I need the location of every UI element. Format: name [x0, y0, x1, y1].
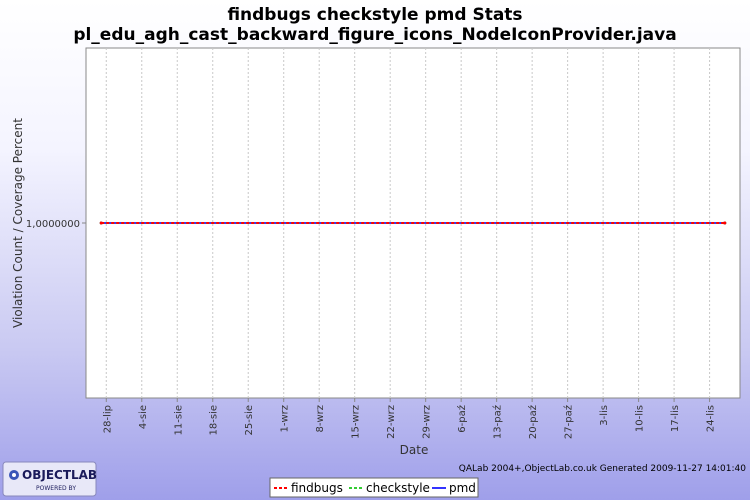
- x-tick-label: 13-paź: [492, 405, 504, 439]
- x-tick-label: 8-wrz: [315, 405, 326, 433]
- y-axis: 1,0000000: [26, 219, 86, 230]
- chart-subtitle: pl_edu_agh_cast_backward_figure_icons_No…: [73, 25, 676, 45]
- legend: findbugs checkstyle pmd: [269, 477, 479, 498]
- x-tick-label: 24-lis: [706, 405, 717, 432]
- x-tick-label: 11-sie: [173, 405, 184, 435]
- legend-label-checkstyle: checkstyle: [366, 481, 430, 495]
- x-tick-label: 25-sie: [244, 405, 255, 435]
- x-tick-label: 28-lip: [102, 405, 113, 433]
- x-tick-label: 10-lis: [635, 405, 646, 432]
- y-tick-label: 1,0000000: [26, 219, 80, 230]
- legend-box: [269, 477, 479, 498]
- x-tick-label: 15-wrz: [351, 405, 362, 439]
- x-axis-title: Date: [400, 443, 429, 457]
- x-tick-label: 20-paź: [527, 405, 539, 439]
- logo-tagline: POWERED BY: [36, 485, 76, 492]
- chart-title: findbugs checkstyle pmd Stats: [227, 5, 522, 25]
- logo-name: OBJECTLAB: [22, 468, 97, 482]
- x-tick-label: 6-paź: [456, 405, 468, 433]
- series-lines: [99, 221, 727, 225]
- x-tick-label: 22-wrz: [386, 405, 397, 439]
- legend-label-pmd: pmd: [449, 481, 476, 495]
- x-tick-label: 17-lis: [670, 405, 681, 432]
- data-point-findbugs: [99, 221, 103, 225]
- generated-footer: QALab 2004+,ObjectLab.co.uk Generated 20…: [459, 464, 746, 474]
- x-tick-label: 27-paź: [563, 405, 575, 439]
- x-axis: 28-lip 4-sie 11-sie 18-sie 25-sie 1-wrz 8-wrz 1…: [102, 398, 717, 439]
- y-axis-title: Violation Count / Coverage Percent: [11, 118, 25, 328]
- data-point-findbugs: [723, 221, 727, 225]
- legend-label-findbugs: findbugs: [291, 481, 343, 495]
- x-tick-label: 29-wrz: [422, 405, 433, 439]
- x-tick-label: 1-wrz: [280, 405, 291, 433]
- x-tick-label: 18-sie: [209, 405, 220, 435]
- objectlab-logo: OBJECTLAB POWERED BY: [2, 461, 97, 497]
- x-tick-label: 4-sie: [138, 405, 149, 429]
- x-tick-label: 3-lis: [599, 405, 610, 426]
